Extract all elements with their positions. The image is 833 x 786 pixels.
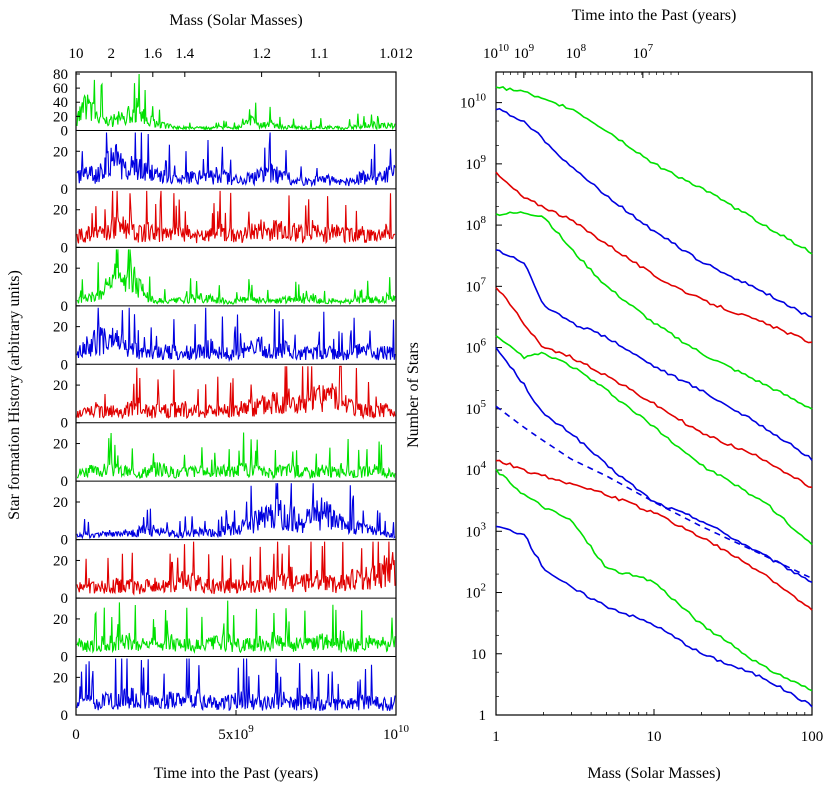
left-top-axis-title: Mass (Solar Masses) — [169, 12, 302, 29]
series-blue-3-line — [495, 346, 813, 584]
right-top-tick-label: 108 — [566, 42, 587, 62]
left-top-tick-label: 1.2 — [252, 46, 271, 62]
right-top-tick-label: 107 — [633, 42, 654, 62]
left-chart-star-formation-history: Mass (Solar Masses) Time into the Past (… — [6, 12, 413, 782]
series-green-2-line — [495, 211, 813, 410]
right-y-tick-label: 10 — [471, 647, 486, 663]
left-y-tick-label: 0 — [61, 416, 69, 432]
right-y-tick-label: 106 — [466, 337, 487, 357]
left-y-tick-label: 60 — [53, 81, 68, 97]
series-sfh-7-line — [77, 432, 396, 481]
right-top-tick-label: 1010 — [483, 42, 510, 62]
left-y-tick-label: 0 — [61, 357, 69, 373]
series-sfh-8-line — [76, 483, 396, 540]
left-top-tick-label: 2 — [107, 46, 115, 62]
left-bottom-axis-title: Time into the Past (years) — [154, 765, 319, 782]
left-y-tick-label: 20 — [53, 495, 68, 511]
right-y-tick-label: 107 — [466, 275, 487, 295]
left-x-tick-label: 1010 — [383, 723, 410, 743]
series-sfh-4-line — [76, 249, 396, 306]
series-sfh-1-line — [76, 73, 396, 132]
left-plot-frame — [75, 71, 397, 716]
left-y-tick-label: 20 — [53, 437, 68, 453]
left-y-tick-label: 20 — [53, 109, 68, 125]
left-top-tick-label: 1.1 — [310, 46, 329, 62]
series-blue-dashed-line — [495, 405, 813, 580]
series-sfh-9-line — [76, 541, 396, 596]
series-sfh-6-line — [76, 365, 396, 420]
left-y-tick-label: 20 — [53, 320, 68, 336]
right-y-tick-label: 105 — [466, 398, 487, 418]
left-y-tick-label: 80 — [53, 67, 68, 83]
left-y-tick-label: 40 — [53, 95, 68, 111]
left-y-tick-label: 0 — [61, 708, 69, 724]
right-top-axis-title: Time into the Past (years) — [572, 7, 737, 24]
right-y-tick-label: 103 — [466, 520, 487, 540]
series-sfh-11-line — [76, 658, 396, 712]
series-green-3-line — [495, 335, 813, 546]
right-y-tick-label: 108 — [466, 214, 487, 234]
left-y-tick-label: 20 — [53, 203, 68, 219]
right-y-tick-label: 1 — [479, 708, 487, 724]
left-y-tick-label: 0 — [61, 650, 69, 666]
series-red-2-line — [495, 287, 813, 489]
series-green-4-line — [495, 468, 813, 692]
left-top-tick-label: 1.012 — [379, 46, 413, 62]
series-sfh-10-line — [76, 600, 396, 654]
right-y-tick-label: 104 — [466, 459, 487, 479]
series-blue-4-line — [495, 525, 813, 708]
left-y-axis-title: Star formation History (arbitrary units) — [6, 270, 23, 520]
left-top-tick-label: 10 — [69, 46, 84, 62]
right-x-tick-label: 10 — [647, 729, 662, 745]
left-top-tick-label: 1.6 — [143, 46, 162, 62]
series-sfh-2-line — [76, 132, 396, 188]
right-top-tick-label: 109 — [514, 42, 535, 62]
left-y-tick-label: 0 — [61, 533, 69, 549]
left-x-tick-label: 0 — [72, 727, 80, 743]
right-y-tick-label: 109 — [466, 153, 487, 173]
left-top-tick-label: 1.4 — [175, 46, 194, 62]
right-chart-mass-function: Time into the Past (years) Mass (Solar M… — [405, 7, 823, 782]
right-x-tick-label: 1 — [492, 729, 500, 745]
left-y-tick-label: 20 — [53, 612, 68, 628]
left-y-tick-label: 20 — [53, 670, 68, 686]
left-y-tick-label: 0 — [61, 240, 69, 256]
left-y-tick-label: 0 — [61, 299, 69, 315]
left-y-tick-label: 0 — [61, 591, 69, 607]
series-red-1-line — [495, 171, 813, 344]
right-y-axis-title: Number of Stars — [405, 342, 422, 448]
series-sfh-3-line — [76, 190, 396, 245]
left-chart-marks: 0204060800200200200200200200200200200200… — [53, 46, 413, 743]
right-x-tick-label: 100 — [801, 729, 824, 745]
series-green-1-line — [495, 86, 813, 255]
left-x-tick-label: 5x109 — [218, 723, 254, 743]
right-y-tick-label: 1010 — [460, 92, 487, 112]
left-y-tick-label: 20 — [53, 378, 68, 394]
right-chart-marks: 1 10 1001101021031041051061071081091010101… — [460, 42, 823, 745]
left-y-tick-label: 0 — [61, 474, 69, 490]
left-y-tick-label: 0 — [61, 182, 69, 198]
series-red-3-line — [495, 459, 813, 611]
series-sfh-5-line — [76, 307, 396, 363]
series-blue-1-line — [495, 107, 813, 318]
right-bottom-axis-title: Mass (Solar Masses) — [587, 765, 720, 782]
series-blue-2-line — [495, 249, 813, 461]
left-y-tick-label: 0 — [61, 123, 69, 139]
left-y-tick-label: 20 — [53, 261, 68, 277]
left-y-tick-label: 20 — [53, 553, 68, 569]
left-y-tick-label: 20 — [53, 144, 68, 160]
right-plot-frame — [495, 71, 813, 716]
right-y-tick-label: 102 — [466, 582, 487, 602]
